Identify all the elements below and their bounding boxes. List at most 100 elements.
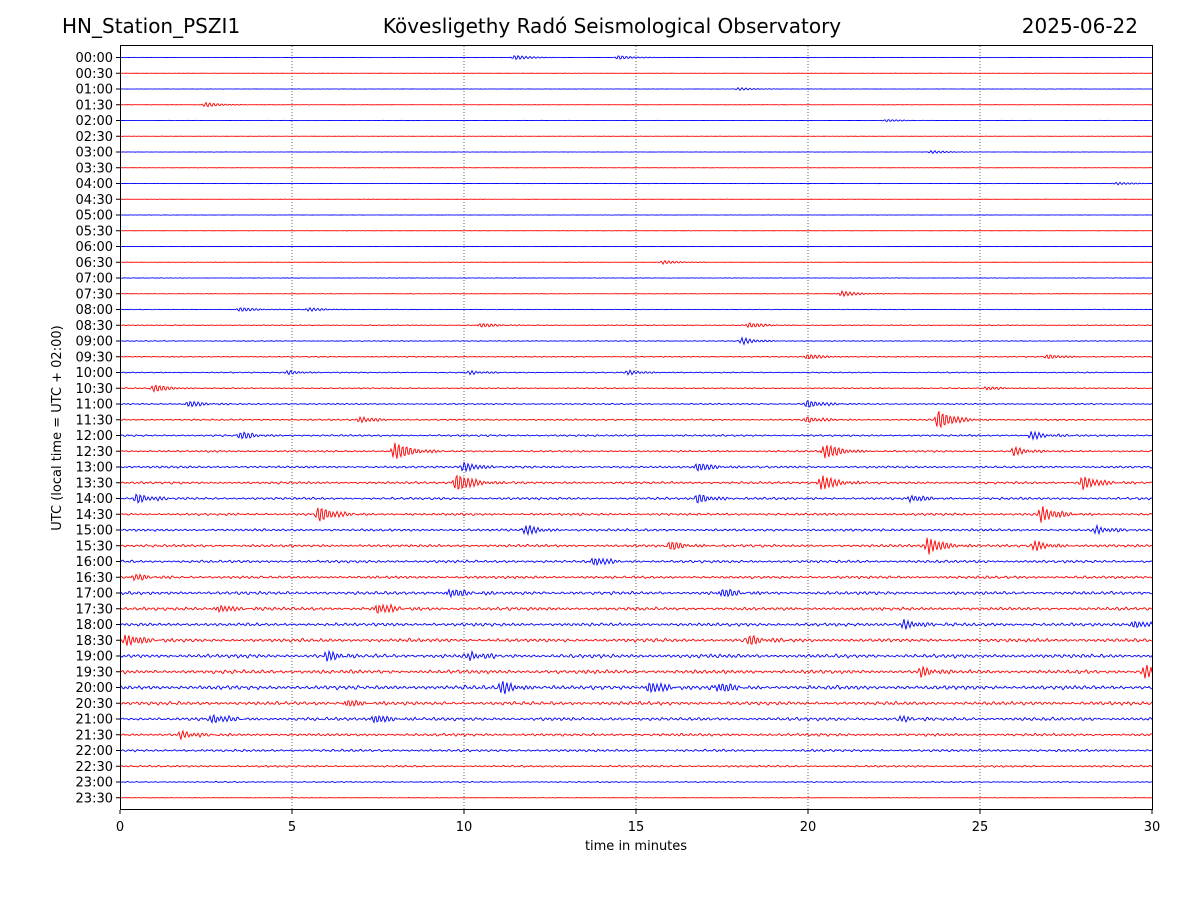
grid-lines (291, 46, 981, 810)
x-tick-label: 25 (972, 820, 989, 835)
row-label: 16:00 (76, 555, 113, 570)
trace-02:00 (119, 119, 1152, 122)
trace-12:30 (119, 442, 1153, 459)
row-label: 08:30 (76, 319, 113, 334)
row-label: 17:00 (76, 587, 113, 602)
trace-10:00 (119, 369, 1153, 376)
row-label: 00:00 (76, 51, 113, 66)
station-name: HN_Station_PSZI1 (62, 14, 241, 38)
trace-19:30 (119, 664, 1153, 679)
row-label: 05:00 (76, 209, 113, 224)
row-label: 19:00 (76, 650, 113, 665)
trace-11:00 (119, 400, 1153, 408)
plot-frame (120, 45, 1153, 810)
trace-19:00 (119, 649, 1153, 662)
trace-01:00 (119, 87, 1153, 92)
row-label: 11:30 (76, 413, 113, 428)
x-tick-label: 5 (288, 820, 296, 835)
trace-07:30 (119, 289, 1153, 298)
row-label: 13:00 (76, 461, 113, 476)
trace-09:00 (119, 336, 1153, 346)
trace-group (119, 54, 1153, 799)
row-label: 19:30 (76, 665, 113, 680)
row-label: 23:00 (76, 776, 113, 791)
trace-12:00 (119, 430, 1153, 441)
trace-00:00 (119, 54, 1153, 61)
row-label: 00:30 (76, 67, 113, 82)
row-label: 15:00 (76, 524, 113, 539)
trace-01:30 (120, 101, 1153, 108)
trace-20:30 (119, 699, 1153, 707)
trace-09:30 (119, 354, 1153, 360)
row-label: 12:30 (76, 445, 113, 460)
trace-13:00 (119, 461, 1153, 473)
y-axis-label: UTC (local time = UTC + 02:00) (50, 325, 65, 530)
trace-15:00 (119, 523, 1153, 537)
row-label: 21:00 (76, 713, 113, 728)
row-label: 09:00 (76, 335, 113, 350)
x-tick-label: 20 (800, 820, 817, 835)
trace-18:00 (119, 619, 1153, 630)
row-label: 10:30 (76, 382, 113, 397)
x-tick-label: 15 (628, 820, 645, 835)
row-label: 01:00 (76, 83, 113, 98)
x-tick-label: 30 (1144, 820, 1161, 835)
x-axis: 0 5 10 15 20 25 30 (116, 810, 1160, 835)
row-label: 03:00 (76, 146, 113, 161)
row-label: 07:00 (76, 272, 113, 287)
trace-11:30 (119, 411, 1153, 429)
row-label: 13:30 (76, 476, 113, 491)
y-axis: 00:0000:3001:0001:3002:0002:3003:0003:30… (76, 51, 120, 806)
trace-10:30 (119, 384, 1153, 393)
trace-17:30 (119, 603, 1153, 614)
trace-16:00 (119, 557, 1153, 567)
row-label: 22:00 (76, 744, 113, 759)
trace-15:30 (119, 537, 1153, 555)
row-label: 20:00 (76, 681, 113, 696)
trace-14:30 (119, 506, 1153, 523)
row-label: 04:30 (76, 193, 113, 208)
trace-13:30 (119, 474, 1153, 490)
row-label: 02:30 (76, 130, 113, 145)
trace-08:00 (119, 306, 1153, 312)
chart-title: Kövesligethy Radó Seismological Observat… (382, 14, 842, 38)
trace-20:00 (119, 681, 1153, 695)
row-label: 10:00 (76, 366, 113, 381)
trace-18:30 (119, 634, 1153, 647)
trace-03:00 (119, 149, 1153, 155)
row-label: 06:00 (76, 240, 113, 255)
row-label: 23:30 (76, 791, 113, 806)
row-label: 18:30 (76, 634, 113, 649)
row-label: 04:00 (76, 177, 113, 192)
trace-14:00 (119, 493, 1153, 504)
row-label: 09:30 (76, 350, 113, 365)
row-label: 17:30 (76, 602, 113, 617)
row-label: 18:00 (76, 618, 113, 633)
row-label: 14:00 (76, 492, 113, 507)
row-label: 11:00 (76, 398, 113, 413)
row-label: 16:30 (76, 571, 113, 586)
row-label: 21:30 (76, 728, 113, 743)
row-label: 03:30 (76, 161, 113, 176)
trace-04:00 (119, 181, 1153, 186)
row-label: 08:00 (76, 303, 113, 318)
row-label: 22:30 (76, 760, 113, 775)
row-label: 15:30 (76, 539, 113, 554)
row-label: 05:30 (76, 224, 113, 239)
row-label: 20:30 (76, 697, 113, 712)
chart-date: 2025-06-22 (1021, 14, 1138, 38)
row-label: 07:30 (76, 287, 113, 302)
trace-08:30 (119, 322, 1153, 329)
x-tick-label: 10 (456, 820, 473, 835)
trace-23:00 (119, 780, 1153, 784)
trace-16:30 (119, 573, 1153, 582)
trace-22:00 (119, 748, 1153, 753)
trace-21:30 (119, 729, 1153, 741)
row-label: 01:30 (76, 98, 113, 113)
trace-17:00 (119, 588, 1153, 599)
trace-06:30 (119, 259, 1153, 266)
trace-21:00 (119, 713, 1153, 725)
row-label: 14:30 (76, 508, 113, 523)
row-label: 02:00 (76, 114, 113, 129)
